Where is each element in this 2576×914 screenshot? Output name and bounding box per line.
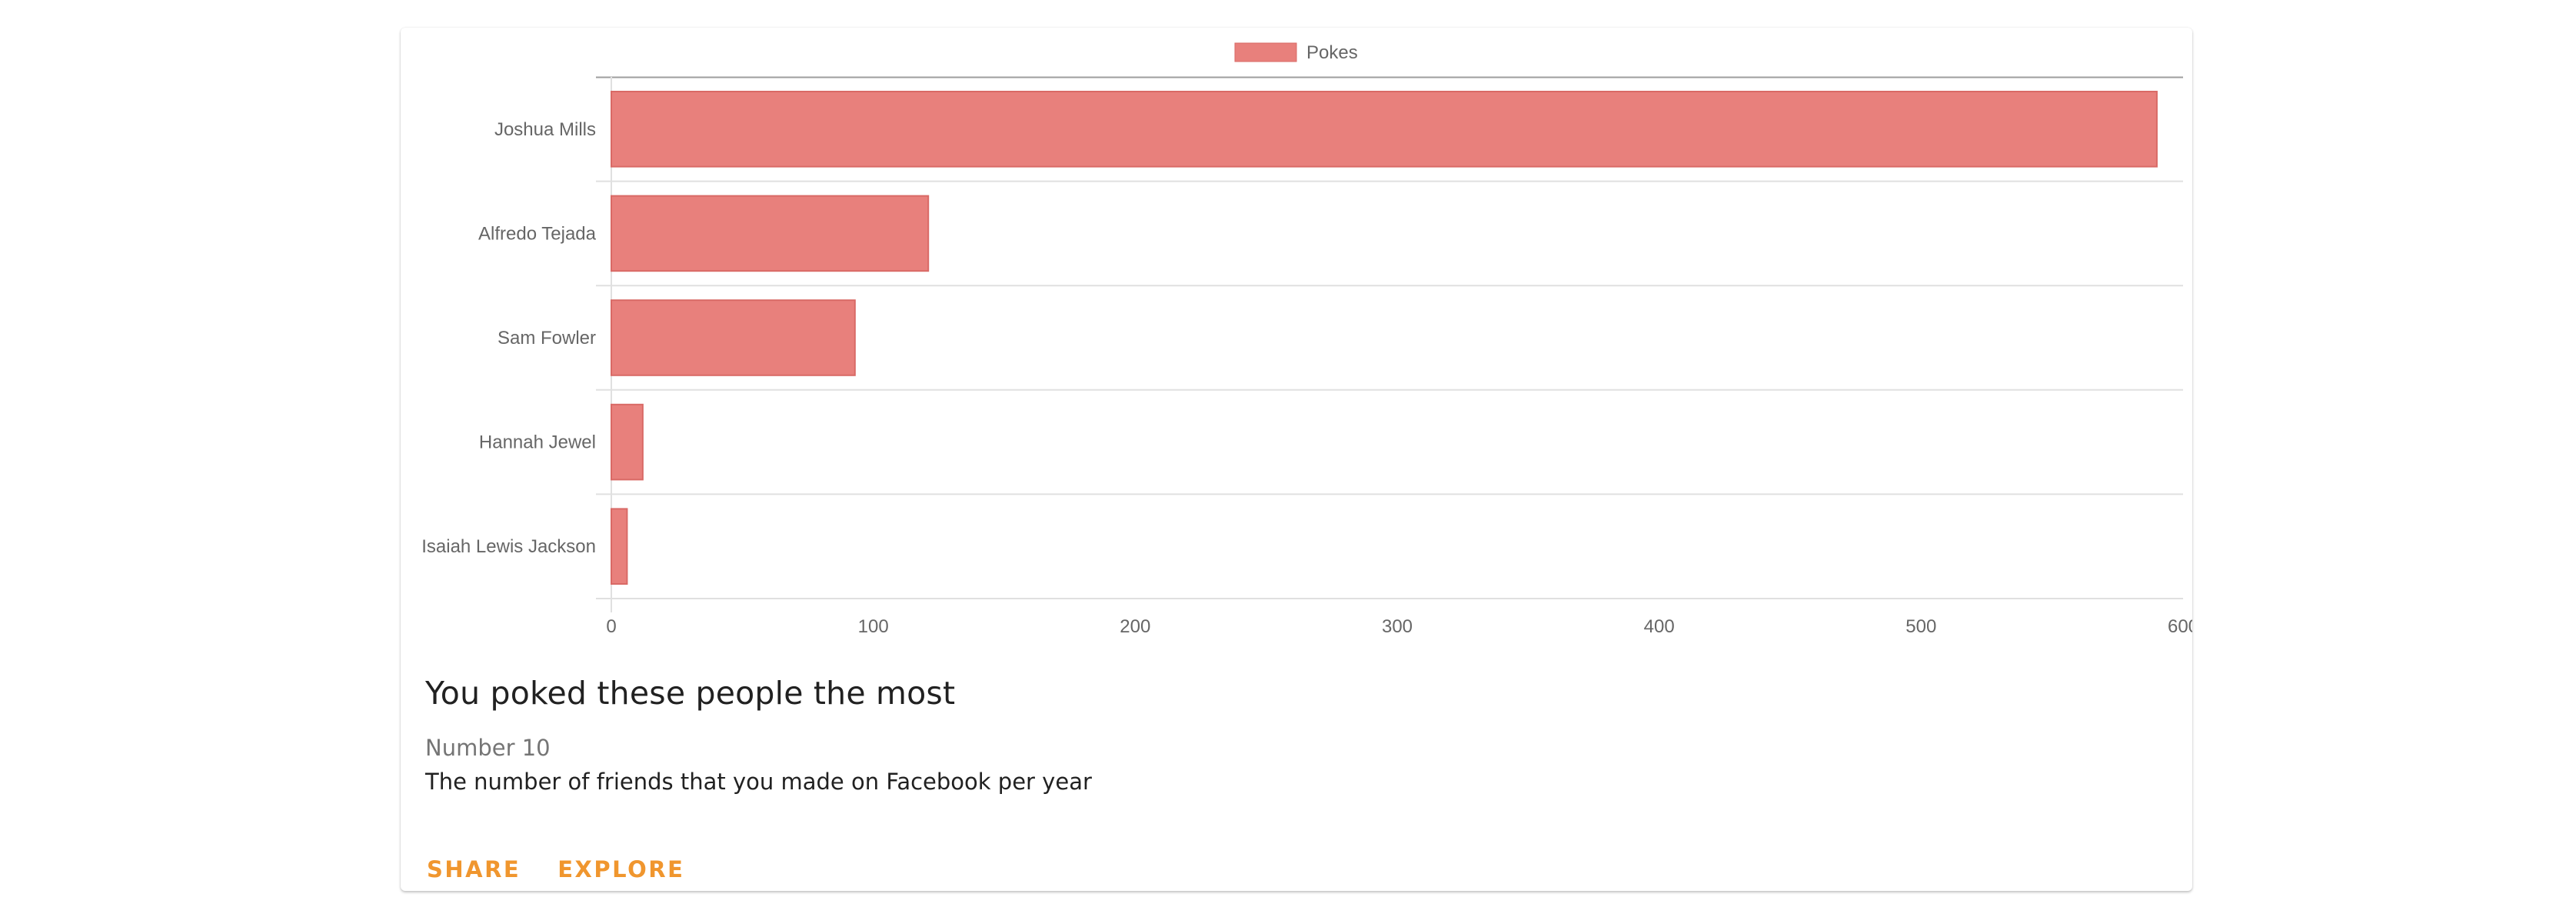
x-tick-label: 500 <box>1905 616 1936 637</box>
category-label: Isaiah Lewis Jackson <box>421 536 596 557</box>
explore-button[interactable]: EXPLORE <box>544 846 698 893</box>
bar <box>611 508 628 585</box>
bar <box>611 91 2158 168</box>
poke-bar-chart: Pokes Joshua Mills Alfredo Tejada Sam Fowle… <box>421 42 2192 637</box>
legend-label: Pokes <box>1306 42 1358 63</box>
x-tick-label: 300 <box>1382 616 1413 637</box>
x-tick-label: 0 <box>606 616 616 637</box>
card-title: You poked these people the most <box>425 675 956 712</box>
x-tick-label: 200 <box>1120 616 1150 637</box>
category-label: Sam Fowler <box>498 328 596 349</box>
x-tick-label: 100 <box>858 616 889 637</box>
category-label: Hannah Jewel <box>479 432 596 453</box>
category-label: Joshua Mills <box>494 119 596 140</box>
category-label: Alfredo Tejada <box>478 223 597 244</box>
chart-card: Pokes Joshua Mills Alfredo Tejada Sam Fowle… <box>401 28 2192 891</box>
legend-swatch <box>1234 42 1297 62</box>
x-tick-label: 600 <box>2168 616 2192 637</box>
card-description: The number of friends that you made on F… <box>425 769 1092 795</box>
bar <box>611 299 856 376</box>
bar <box>611 195 930 272</box>
card-subtitle: Number 10 <box>425 735 551 761</box>
x-tick-label: 400 <box>1644 616 1675 637</box>
share-button[interactable]: SHARE <box>413 846 534 893</box>
card-actions: SHARE EXPLORE <box>413 846 698 893</box>
bar <box>611 403 644 481</box>
